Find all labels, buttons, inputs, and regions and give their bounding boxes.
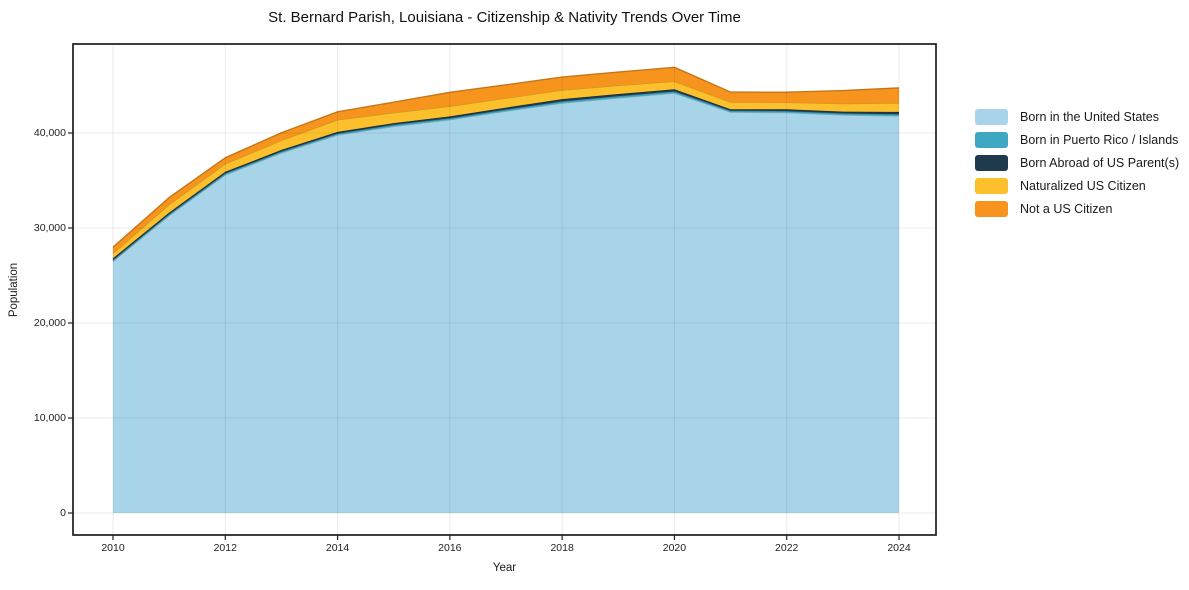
x-tick-label: 2018 <box>550 542 574 554</box>
y-axis-label: Population <box>8 262 20 318</box>
chart-title: St. Bernard Parish, Louisiana - Citizens… <box>268 9 741 26</box>
legend-swatch-icon <box>975 177 1008 194</box>
legend-swatch-icon <box>975 108 1008 125</box>
y-tick-label: 20,000 <box>33 316 66 329</box>
legend-swatch-icon <box>975 200 1008 217</box>
legend-swatch-icon <box>975 154 1008 171</box>
x-tick-label: 2014 <box>325 542 350 554</box>
area-series-0 <box>113 93 899 513</box>
plot-border <box>72 43 937 536</box>
legend-label: Born Abroad of US Parent(s) <box>1020 155 1180 170</box>
x-tick-label: 2020 <box>662 542 687 554</box>
legend-swatch-icon <box>975 131 1008 148</box>
legend: Born in the United States Born in Puerto … <box>975 105 1179 220</box>
x-tick-label: 2012 <box>213 542 237 554</box>
y-tick-label: 30,000 <box>33 221 66 234</box>
x-tick-label: 2010 <box>101 542 125 554</box>
legend-label: Not a US Citizen <box>1020 201 1113 216</box>
legend-item: Naturalized US Citizen <box>975 174 1179 197</box>
x-axis-label: Year <box>492 562 517 574</box>
legend-label: Naturalized US Citizen <box>1020 178 1146 193</box>
legend-item: Born in the United States <box>975 105 1179 128</box>
legend-label: Born in Puerto Rico / Islands <box>1020 132 1179 147</box>
legend-label: Born in the United States <box>1020 109 1159 124</box>
x-tick-label: 2016 <box>438 542 462 554</box>
legend-item: Born in Puerto Rico / Islands <box>975 128 1179 151</box>
area-edge-4 <box>112 66 900 248</box>
y-tick-label: 10,000 <box>33 411 66 424</box>
y-tick-label: 40,000 <box>33 126 66 139</box>
x-tick-label: 2022 <box>775 542 799 554</box>
legend-item: Born Abroad of US Parent(s) <box>975 151 1179 174</box>
x-tick-label: 2024 <box>887 542 911 554</box>
y-tick-label: 0 <box>60 506 66 519</box>
legend-item: Not a US Citizen <box>975 197 1179 220</box>
